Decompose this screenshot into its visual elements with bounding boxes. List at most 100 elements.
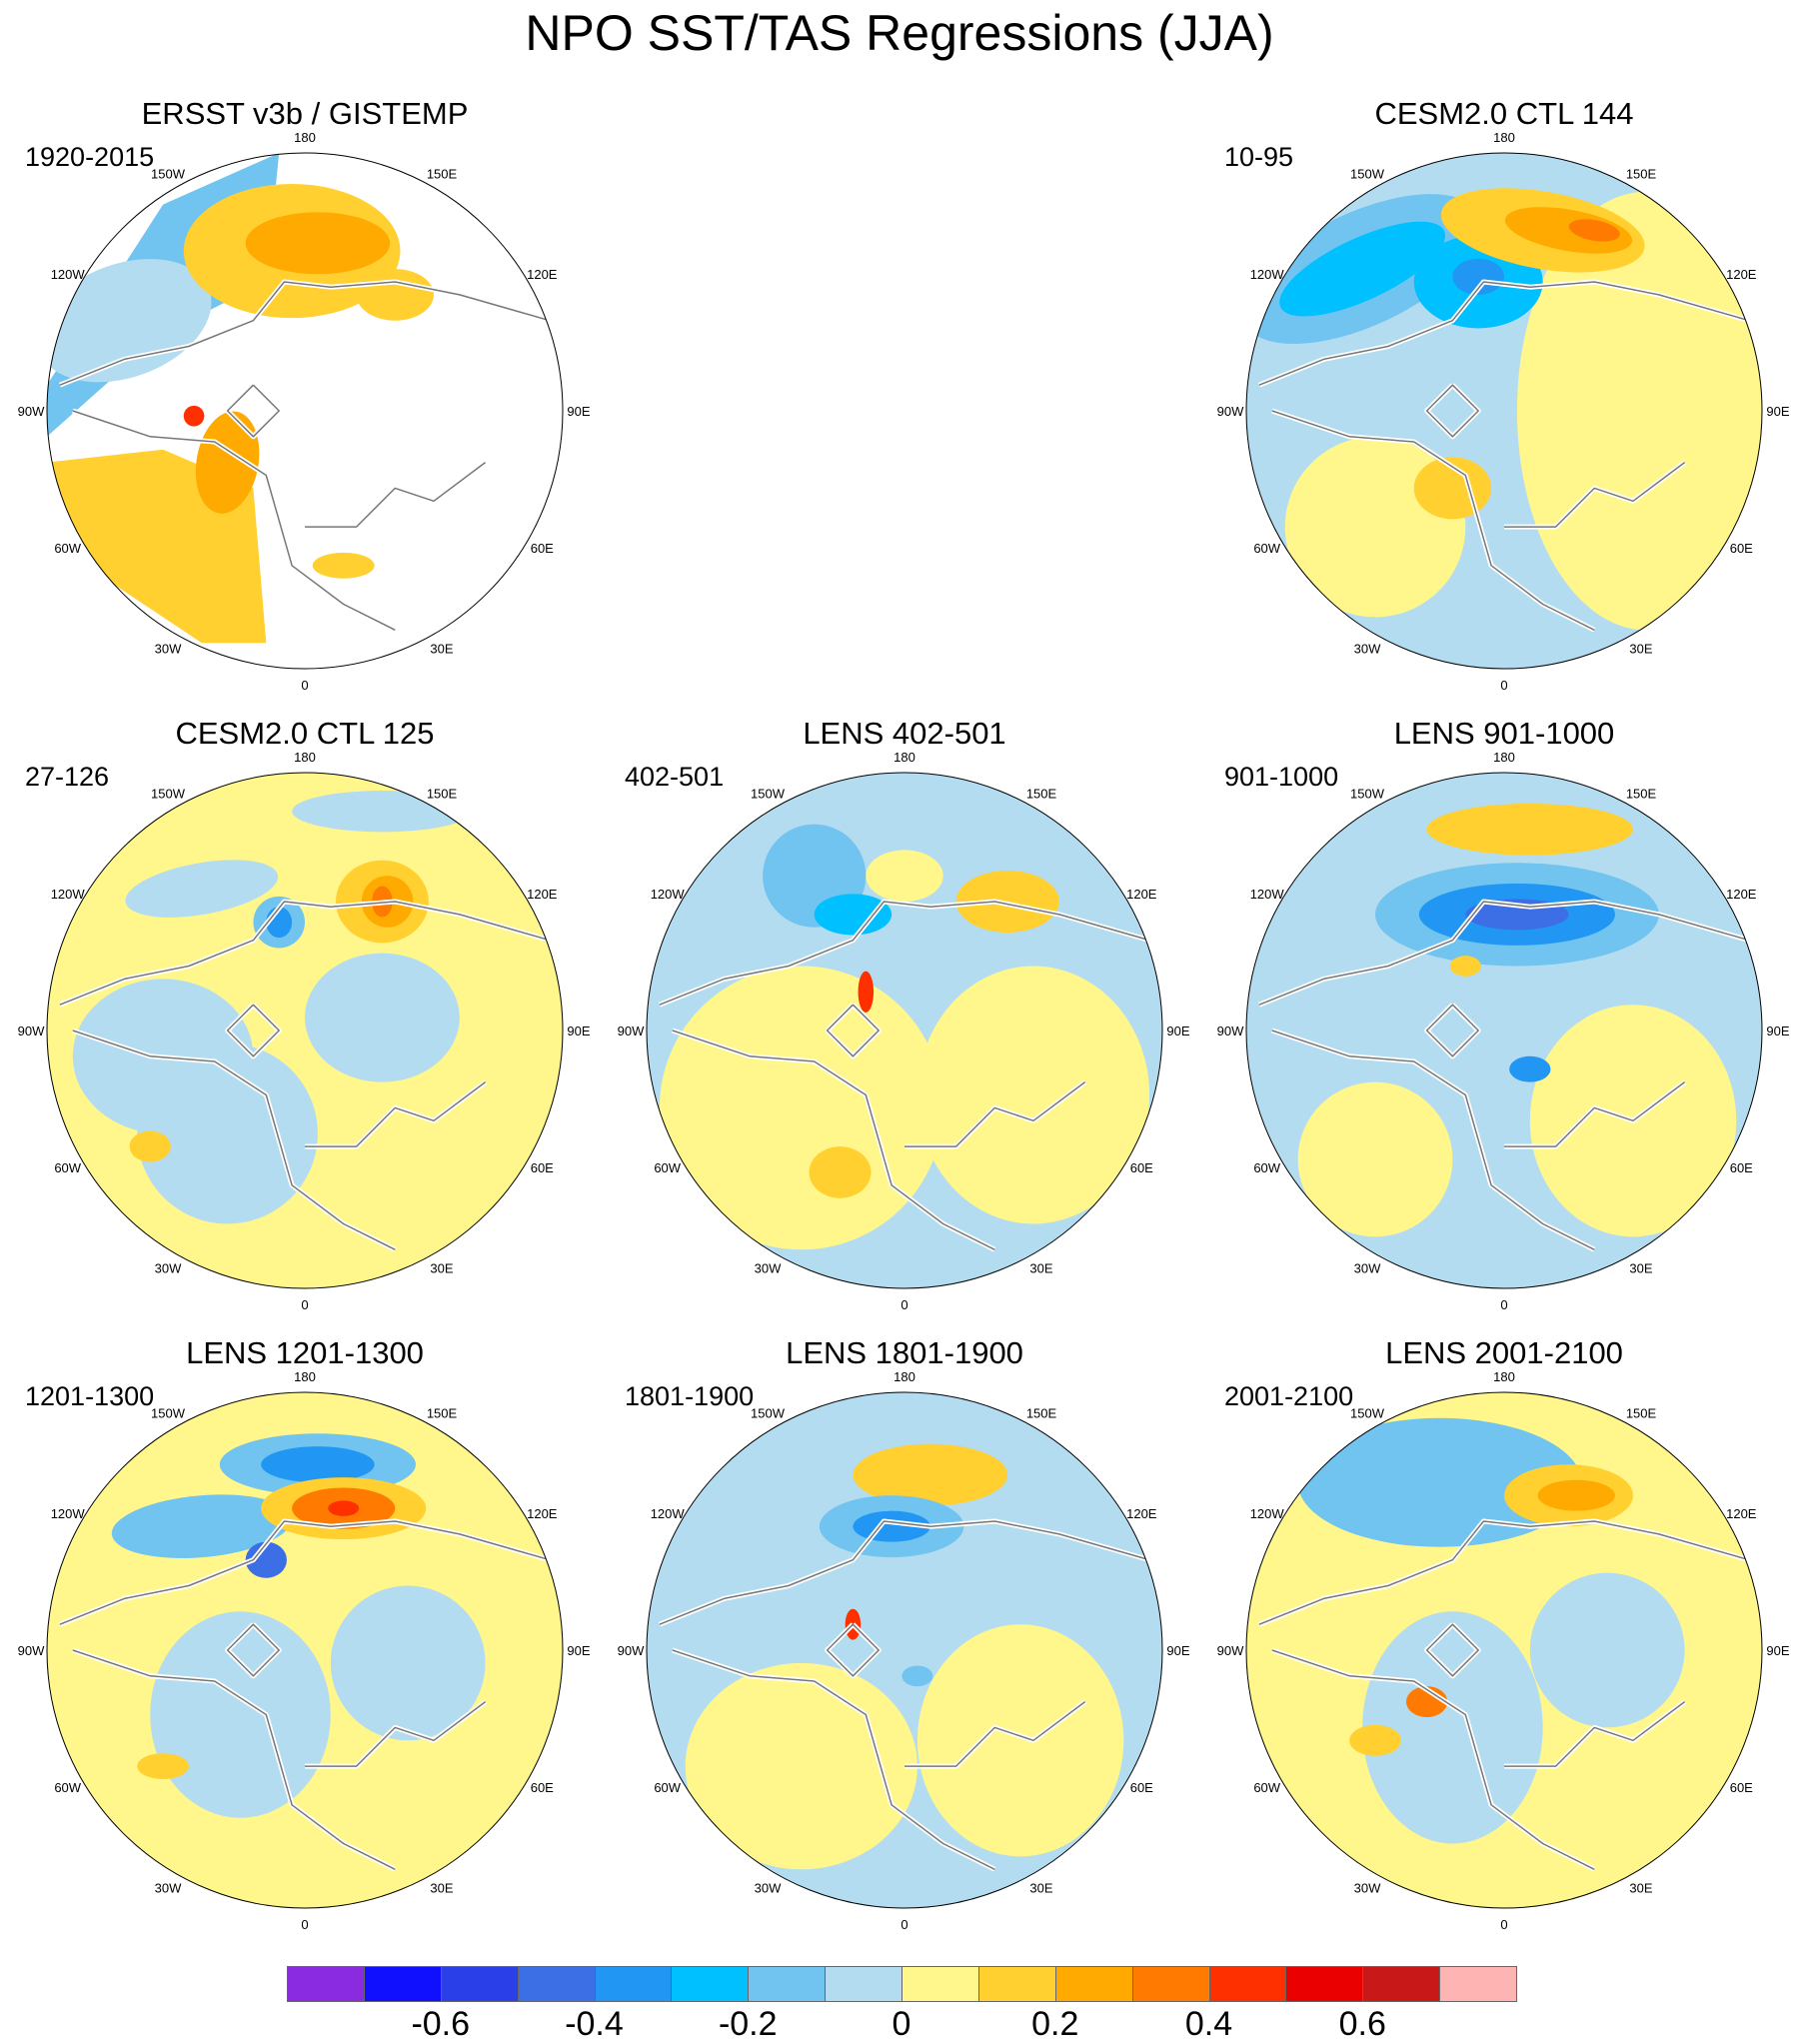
coastline xyxy=(826,1623,880,1677)
coastline xyxy=(1504,1701,1686,1767)
longitude-label: 30W xyxy=(755,1880,782,1895)
anomaly-region xyxy=(853,1443,1008,1506)
longitude-label: 120W xyxy=(1250,267,1285,282)
longitude-label: 0 xyxy=(301,1297,308,1312)
panel-ersst-gistemp: ERSST v3b / GISTEMP 1920-2015 180 150E 120… xyxy=(18,96,591,696)
colorbar-box xyxy=(287,1966,365,2002)
anomaly-region xyxy=(195,411,260,514)
coastline xyxy=(1271,1029,1595,1250)
panel-lens-1201-1300: LENS 1201-1300 1201-1300 180 150E 120E 90E 6… xyxy=(18,1335,591,1935)
longitude-label: 30W xyxy=(755,1260,782,1275)
anomaly-region xyxy=(901,1665,933,1687)
longitude-label: 60E xyxy=(1730,1160,1753,1175)
longitude-label: 150W xyxy=(751,787,786,802)
anomaly-region xyxy=(916,966,1150,1224)
coastline xyxy=(1425,1623,1479,1677)
map-border xyxy=(46,1391,564,1909)
anomaly-region xyxy=(916,1624,1124,1857)
colorbar-label: 0 xyxy=(892,2005,911,2043)
coastline xyxy=(59,281,551,386)
map-field xyxy=(47,1392,563,1908)
longitude-label: 120E xyxy=(1726,267,1757,282)
colorbar-box xyxy=(1439,1966,1517,2002)
longitude-label: 120E xyxy=(1126,1506,1157,1521)
anomaly-region xyxy=(814,894,893,936)
colorbar-label: 0.4 xyxy=(1184,2005,1233,2043)
longitude-label: 30E xyxy=(1029,1880,1052,1895)
panel-cesm2-ctl-125: CESM2.0 CTL 125 27-126 180 150E 120E 90E 60E… xyxy=(18,716,591,1315)
anomaly-region xyxy=(1568,219,1620,242)
colorbar-label: -0.6 xyxy=(411,2005,471,2043)
coastline xyxy=(672,1029,995,1250)
longitude-label: 60E xyxy=(531,1160,554,1175)
coastline-halo xyxy=(305,460,488,530)
coastline xyxy=(672,1649,995,1870)
longitude-label: 150W xyxy=(1350,787,1385,802)
anomaly-region xyxy=(858,971,875,1013)
panel-period: 2001-2100 xyxy=(1224,1381,1354,1411)
colorbar-box xyxy=(363,1966,442,2002)
colorbar-box xyxy=(1285,1966,1364,2002)
panel-period: 1801-1900 xyxy=(625,1381,755,1411)
longitude-label: 150E xyxy=(1626,1406,1657,1421)
anomaly-region xyxy=(1297,1081,1453,1237)
longitude-label: 90W xyxy=(1217,1643,1244,1658)
map-field xyxy=(1246,1392,1762,1908)
longitude-label: 30W xyxy=(1354,1880,1381,1895)
longitude-label: 90W xyxy=(618,1023,645,1038)
anomaly-region xyxy=(183,405,205,427)
longitude-label: 0 xyxy=(900,1917,907,1932)
longitude-label: 30W xyxy=(155,641,182,656)
coastline xyxy=(72,1029,396,1250)
colorbar-box xyxy=(1362,1966,1441,2002)
colorbar-box xyxy=(825,1966,902,2002)
longitude-label: 180 xyxy=(294,1369,316,1384)
longitude-label: 120W xyxy=(1250,887,1285,902)
anomaly-region xyxy=(659,966,943,1250)
coastline xyxy=(1258,901,1750,1006)
coastline xyxy=(1504,1081,1686,1147)
longitude-label: 60W xyxy=(1253,541,1280,556)
longitude-label: 60W xyxy=(654,1780,681,1795)
longitude-label: 60E xyxy=(1130,1780,1153,1795)
longitude-label: 30E xyxy=(430,641,453,656)
longitude-label: 30W xyxy=(1354,641,1381,656)
panel-period: 1201-1300 xyxy=(25,1381,155,1411)
anomaly-region xyxy=(809,1146,872,1198)
longitude-label: 60W xyxy=(1253,1160,1280,1175)
panel-period: 27-126 xyxy=(25,762,110,792)
panel-title: LENS 1801-1900 xyxy=(786,1335,1023,1370)
coastline xyxy=(72,410,396,631)
colorbar-box xyxy=(1054,1966,1133,2002)
longitude-label: 150E xyxy=(1626,787,1657,802)
coastline xyxy=(904,1701,1086,1767)
anomaly-region xyxy=(137,1753,189,1779)
coastline xyxy=(1504,462,1686,528)
anomaly-region xyxy=(129,1130,171,1162)
longitude-label: 90E xyxy=(1166,1643,1189,1658)
anomaly-region xyxy=(1509,1055,1551,1082)
colorbar-box xyxy=(671,1966,750,2002)
anomaly-region xyxy=(245,1541,287,1578)
longitude-label: 120W xyxy=(651,1506,686,1521)
longitude-label: 60E xyxy=(1730,1780,1753,1795)
panel-lens-1801-1900: LENS 1801-1900 1801-1900 180 150E 120E 90E 6… xyxy=(618,1335,1190,1935)
longitude-label: 60W xyxy=(54,1160,81,1175)
polar-map: 180 150E 120E 90E 60E 30E 0 30W 60W 90W 120W 150W xyxy=(618,1369,1190,1932)
longitude-label: 60E xyxy=(531,1780,554,1795)
map-border xyxy=(1245,152,1763,670)
panel-lens-402-501: LENS 402-501 402-501 180 150E 120E 90E 60E 30… xyxy=(618,716,1190,1315)
anomaly-region xyxy=(1449,956,1481,977)
polar-map: 180 150E 120E 90E 60E 30E 0 30W 60W 90W 120W 150W xyxy=(18,1369,591,1932)
map-field xyxy=(47,153,551,644)
coastline xyxy=(305,462,487,528)
map-border xyxy=(46,772,564,1289)
map-border xyxy=(46,152,564,670)
anomaly-region xyxy=(305,953,460,1082)
longitude-label: 150E xyxy=(427,787,458,802)
longitude-label: 60W xyxy=(1253,1780,1280,1795)
longitude-label: 0 xyxy=(301,1917,308,1932)
map-field xyxy=(1246,773,1762,1288)
longitude-label: 30E xyxy=(1629,1880,1652,1895)
panel-lens-2001-2100: LENS 2001-2100 2001-2100 180 150E 120E 90E 6… xyxy=(1217,1335,1790,1935)
